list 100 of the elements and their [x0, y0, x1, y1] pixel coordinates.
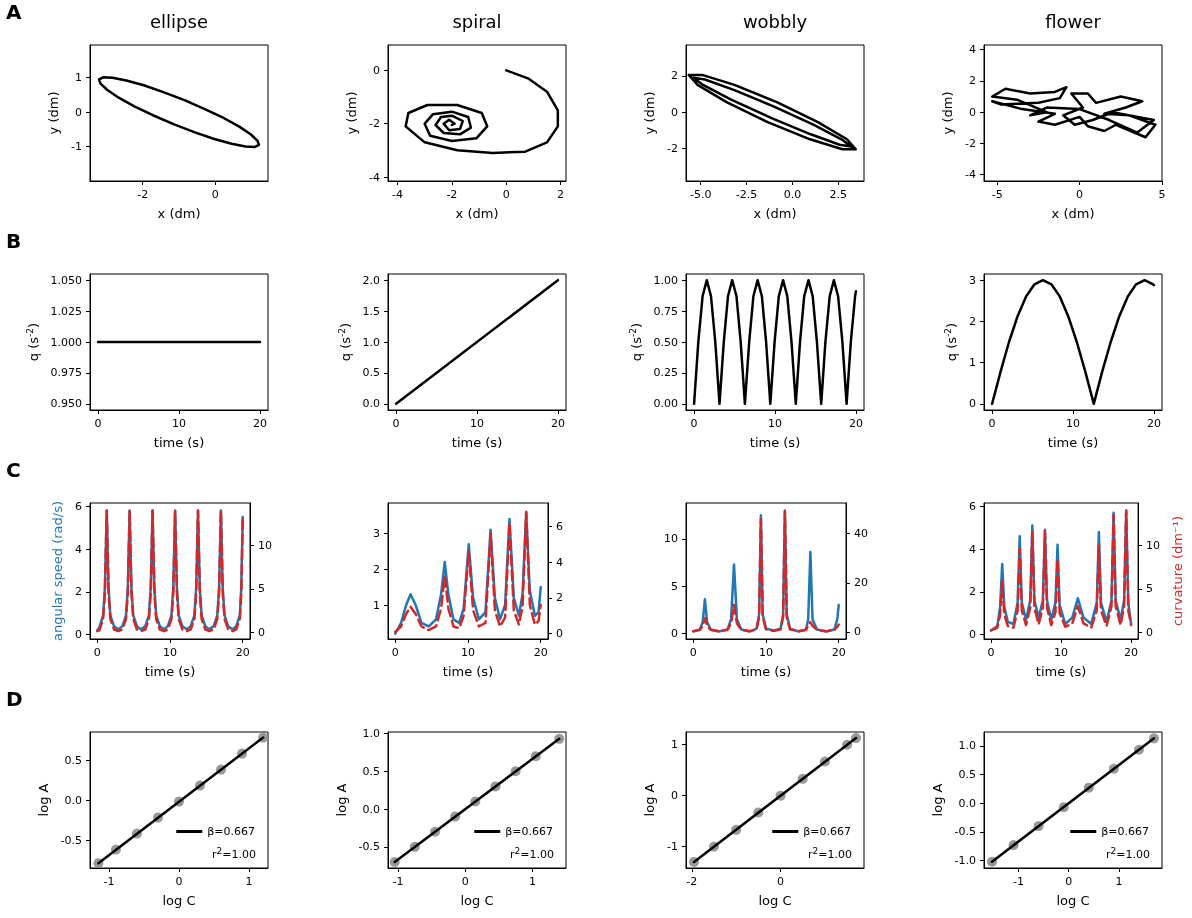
y-tick-label: -2 — [667, 141, 678, 155]
x-tick-label: -2 — [137, 188, 149, 201]
y-tick-label: 2 — [671, 69, 678, 83]
y2-tick-label: 0 — [556, 627, 563, 641]
y-tick-label: 0.25 — [653, 366, 678, 380]
x-tick-label: -2 — [446, 188, 458, 201]
y-tick-label: 1 — [373, 598, 380, 612]
x-axis-title: time (s) — [442, 664, 494, 679]
x-axis-title: time (s) — [749, 435, 801, 450]
y-tick-label: 10 — [664, 532, 678, 546]
x-tick-label: 10 — [768, 417, 782, 430]
y-axis-title: q (s-2) — [24, 322, 41, 362]
x-tick-label: 0 — [502, 188, 510, 201]
y-axis-title: y (dm) — [940, 91, 956, 135]
y-tick-label: 5 — [671, 579, 678, 593]
y-tick-label: -4 — [369, 170, 380, 184]
x-tick-label: -5.0 — [689, 188, 712, 201]
x-axis-title: time (s) — [1035, 664, 1087, 679]
x-axis-title: time (s) — [144, 664, 196, 679]
x-tick-label: 0 — [175, 875, 183, 888]
y-tick-label: 3 — [373, 526, 380, 540]
x-tick-label: 0.0 — [783, 188, 802, 201]
y-tick-label: 1.000 — [50, 335, 82, 349]
y-tick-label: -1 — [71, 140, 82, 154]
x-tick-label: 0 — [777, 875, 785, 888]
y2-tick-label: 0 — [258, 625, 265, 639]
text: C — [6, 458, 21, 482]
x-tick-label: -1 — [1013, 875, 1025, 888]
x-tick-label: 0 — [391, 646, 399, 659]
text: D — [6, 687, 23, 711]
y-tick-label: 2 — [969, 585, 976, 599]
legend-label: β=0.667 — [505, 825, 554, 838]
x-tick-label: 0 — [93, 646, 101, 659]
x-axis-title: time (s) — [1047, 435, 1099, 450]
legend-label: β=0.667 — [1101, 825, 1150, 838]
y-tick-label: 2 — [969, 74, 976, 88]
chart-title: wobbly — [742, 10, 808, 32]
y2-tick-label: 40 — [854, 527, 868, 541]
x-tick-label: 20 — [848, 417, 863, 430]
y-axis-title: q (s-2) — [627, 322, 644, 362]
y-tick-label: 0.5 — [958, 767, 976, 781]
y-tick-label: 0.0 — [64, 793, 82, 807]
x-tick-label: 20 — [831, 646, 846, 659]
y-tick-label: 1.0 — [362, 335, 380, 349]
y-tick-label: 2 — [969, 314, 976, 328]
y-tick-label: -0.5 — [60, 833, 82, 847]
y-tick-label: 0 — [969, 628, 976, 642]
x-axis-title: time (s) — [740, 664, 792, 679]
y-tick-label: 0.5 — [64, 753, 82, 767]
y-axis-title: q (s-2) — [336, 322, 353, 362]
x-tick-label: 10 — [163, 646, 177, 659]
y-axis-title: y (dm) — [344, 91, 360, 135]
x-tick-label: 0 — [392, 417, 400, 430]
x-tick-label: 1 — [1115, 875, 1123, 888]
y-tick-label: -4 — [965, 168, 976, 182]
y2-tick-label: 10 — [1146, 538, 1161, 552]
y-tick-label: 1.025 — [50, 304, 82, 318]
y-tick-label: 1.0 — [362, 727, 380, 741]
x-tick-label: -1 — [103, 875, 115, 888]
x-tick-label: 10 — [1054, 646, 1069, 659]
x-axis-title: log C — [758, 893, 792, 908]
y-tick-label: -2 — [965, 136, 976, 150]
y-tick-label: 0 — [969, 397, 976, 411]
y-tick-label: 0 — [671, 626, 678, 640]
x-axis-title: time (s) — [451, 435, 503, 450]
y-tick-label: 1 — [969, 356, 976, 370]
y2-axis-title: curvature (dm⁻¹) — [1170, 515, 1185, 627]
y2-tick-label: 10 — [258, 538, 272, 552]
y-tick-label: 0.0 — [958, 796, 976, 810]
x-tick-label: 0 — [1076, 188, 1084, 201]
y-tick-label: -0.5 — [954, 825, 976, 839]
y-tick-label: 1.00 — [653, 273, 678, 287]
y2-tick-label: 0 — [854, 625, 861, 639]
y-tick-label: 1.050 — [50, 273, 82, 287]
y-tick-label: 0 — [671, 105, 678, 119]
y-tick-label: 4 — [969, 542, 976, 556]
y-tick-label: 4 — [969, 43, 976, 57]
y-axis-title: y (dm) — [46, 91, 62, 135]
y2-tick-label: 20 — [854, 576, 868, 590]
x-tick-label: 0 — [1065, 875, 1073, 888]
y-axis-title: log A — [929, 783, 945, 817]
y2-tick-label: 4 — [556, 555, 563, 569]
x-tick-label: -1 — [392, 875, 404, 888]
y-tick-label: 0 — [75, 628, 82, 642]
y2-tick-label: 0 — [1146, 625, 1154, 639]
x-tick-label: 20 — [235, 646, 250, 659]
y-tick-label: 1.0 — [958, 739, 976, 753]
y-axis-title: log A — [642, 783, 658, 817]
x-tick-label: 0 — [689, 646, 697, 659]
y-tick-label: -1.0 — [954, 854, 976, 868]
x-tick-label: 20 — [252, 417, 267, 430]
y-tick-label: 0.50 — [653, 335, 678, 349]
y2-tick-label: 5 — [258, 582, 265, 596]
x-tick-label: 20 — [550, 417, 565, 430]
x-tick-label: 20 — [533, 646, 548, 659]
chart-title: ellipse — [150, 10, 208, 32]
y-tick-label: -1 — [667, 840, 678, 854]
x-tick-label: 1 — [245, 875, 253, 888]
y-tick-label: 0.00 — [653, 397, 678, 411]
chart-title: spiral — [452, 10, 502, 32]
